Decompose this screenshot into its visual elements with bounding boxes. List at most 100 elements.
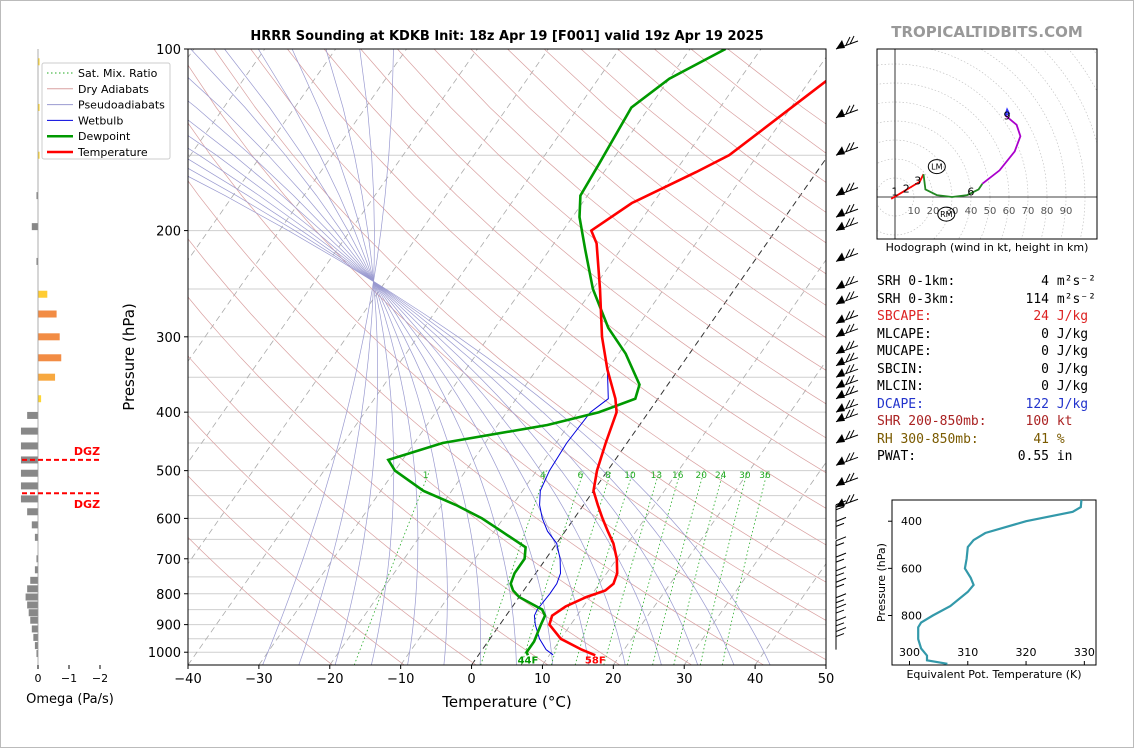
thetae-x-tick-label: 320 xyxy=(1016,646,1037,659)
barb-feather xyxy=(845,276,851,286)
index-label: SHR 200-850mb: xyxy=(877,414,987,429)
mixing-ratio-line xyxy=(521,470,585,665)
omega-bar xyxy=(36,650,38,658)
x-tick-label: −10 xyxy=(387,672,414,687)
wind-barb xyxy=(835,627,847,650)
hodograph-height-label: 9 xyxy=(1004,109,1011,122)
barb-feather xyxy=(835,593,847,599)
barb-feather xyxy=(835,616,847,622)
zero-isotherm xyxy=(471,157,826,665)
dry-adiabat xyxy=(188,536,333,665)
omega-bar xyxy=(20,482,38,490)
omega-bar xyxy=(20,442,38,450)
barb-feather xyxy=(849,310,855,319)
barb-flag xyxy=(836,434,845,444)
legend-label: Dewpoint xyxy=(78,130,131,143)
wind-barb xyxy=(835,248,859,262)
omega-bar xyxy=(38,354,62,362)
y-tick-label: 100 xyxy=(156,43,181,58)
index-row: PWAT: 0.55 in xyxy=(877,449,1072,464)
dry-adiabat xyxy=(188,355,549,665)
barb-flag xyxy=(836,403,845,413)
skewt-axes-frame xyxy=(187,48,827,666)
x-tick-label: −40 xyxy=(174,672,201,687)
index-label: RH 300-850mb: xyxy=(877,431,979,447)
barb-feather xyxy=(849,472,855,482)
index-unit: kt xyxy=(1049,414,1073,429)
omega-bar xyxy=(20,456,38,464)
y-axis-label: Pressure (hPa) xyxy=(120,303,138,411)
omega-bar xyxy=(20,469,38,477)
x-tick-label: 0 xyxy=(467,672,475,687)
wind-barb xyxy=(835,35,859,50)
y-tick-label: 400 xyxy=(156,406,181,421)
legend-label: Wetbulb xyxy=(78,114,123,127)
pseudo-adiabat xyxy=(224,49,448,665)
index-unit: m²s⁻² xyxy=(1049,291,1096,307)
barb-feather xyxy=(849,141,855,151)
mixing-ratio-line xyxy=(721,470,768,665)
barb-feather xyxy=(835,516,847,522)
hodograph-segment xyxy=(981,114,1022,185)
index-row: MLCAPE: 0 J/kg xyxy=(877,327,1088,342)
pseudo-adiabat xyxy=(188,158,699,665)
wind-barb xyxy=(835,500,847,523)
barb-flag xyxy=(836,280,845,290)
wind-barb xyxy=(835,374,859,389)
mixing-ratio-label: 24 xyxy=(715,471,727,481)
pseudo-adiabat xyxy=(262,49,394,665)
x-tick-label: 20 xyxy=(605,672,622,687)
mixing-ratio-label: 30 xyxy=(739,471,751,481)
wind-barb xyxy=(835,291,859,305)
wind-barb xyxy=(835,323,859,338)
dry-adiabat xyxy=(323,49,826,474)
wind-barb xyxy=(835,217,859,232)
omega-bar xyxy=(38,103,40,111)
index-row: SRH 0-3km: 114 m²s⁻² xyxy=(877,292,1096,307)
dewpoint-line xyxy=(386,49,727,656)
hodograph-ring-label: 50 xyxy=(984,206,997,217)
index-label: DCAPE: xyxy=(877,396,924,412)
hodograph-height-label: 2 xyxy=(903,182,910,195)
hodograph-segment xyxy=(890,173,925,200)
omega-bar xyxy=(38,310,57,318)
omega-bar xyxy=(38,333,60,341)
barb-flag xyxy=(836,108,845,118)
omega-bar xyxy=(34,566,38,574)
barb-feather xyxy=(845,495,851,504)
barb-feather xyxy=(845,399,851,409)
y-tick-label: 900 xyxy=(156,619,181,634)
hodograph-segment xyxy=(922,174,984,198)
y-tick-label: 600 xyxy=(156,512,181,527)
barb-feather xyxy=(845,341,851,350)
mixing-ratio-line xyxy=(652,470,705,665)
wind-barb xyxy=(835,552,847,576)
mixing-ratio-label: 36 xyxy=(759,471,771,481)
barb-feather xyxy=(835,627,847,633)
pseudo-adiabat xyxy=(190,49,481,665)
dry-adiabat xyxy=(213,49,826,583)
omega-bar xyxy=(20,427,38,435)
barb-feather xyxy=(849,182,855,191)
barb-feather xyxy=(849,452,855,461)
wind-barb xyxy=(835,275,859,290)
barb-feather xyxy=(835,566,847,572)
omega-bar xyxy=(36,257,38,265)
barb-feather xyxy=(845,36,851,46)
hodograph-frame xyxy=(876,48,1098,240)
mixing-ratio-label: 16 xyxy=(672,471,684,481)
barb-flag xyxy=(836,356,845,366)
wind-barb xyxy=(835,429,859,444)
barb-feather xyxy=(845,324,851,334)
barb-feather xyxy=(845,292,851,301)
dry-adiabat xyxy=(188,475,405,665)
index-unit: J/kg xyxy=(1049,379,1089,394)
mixing-ratio-line xyxy=(673,470,724,665)
barb-flag xyxy=(836,295,845,305)
isotherm-line xyxy=(329,49,762,665)
barb-feather xyxy=(845,249,851,258)
barb-feather xyxy=(845,375,851,385)
barb-feather xyxy=(849,385,855,394)
hodograph-ring-label: 20 xyxy=(927,206,940,217)
index-unit: % xyxy=(1049,431,1065,447)
